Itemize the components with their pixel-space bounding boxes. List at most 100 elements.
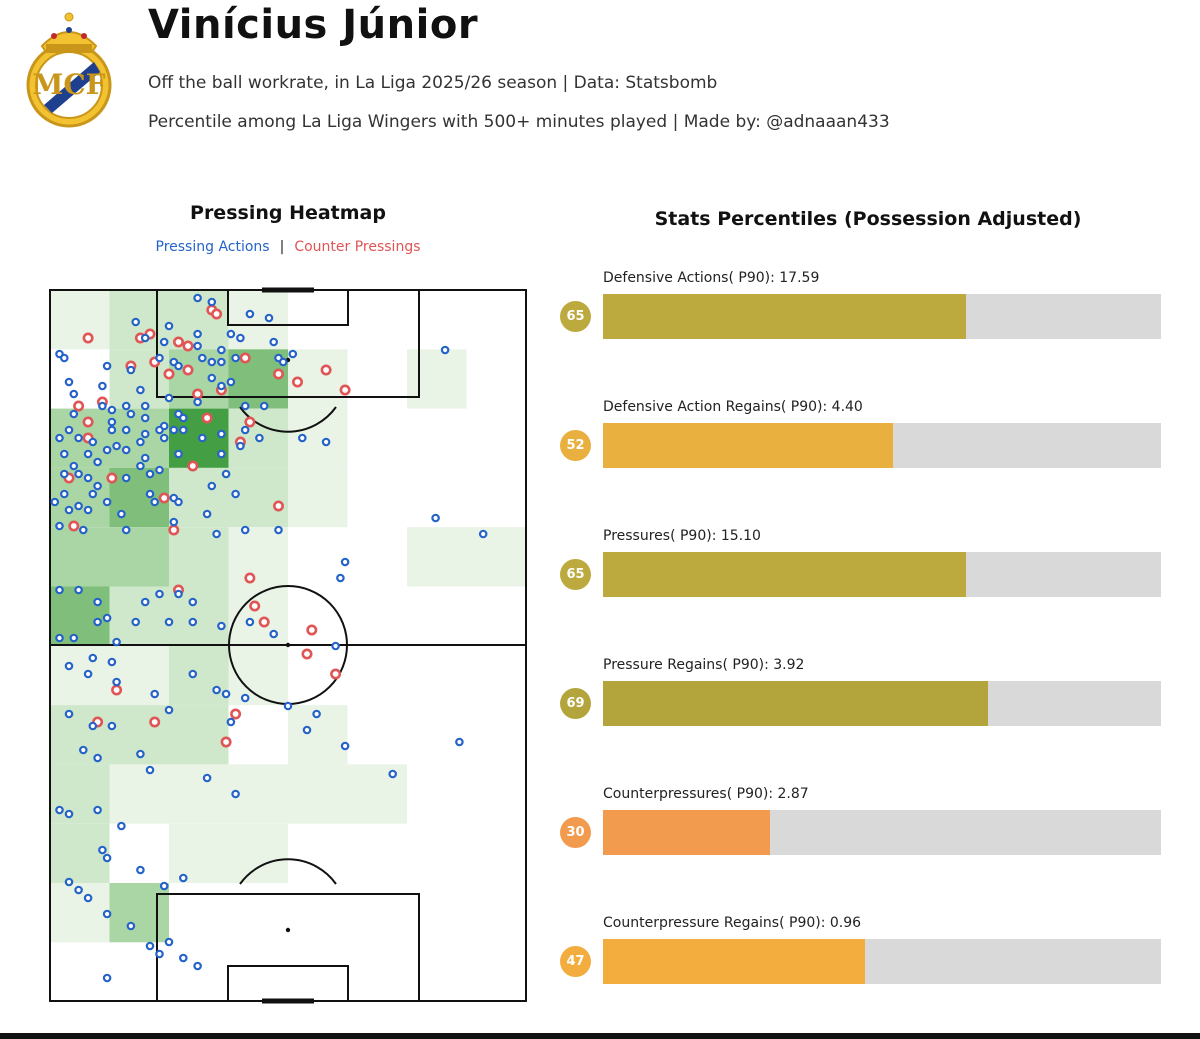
pressing-action-point: [193, 961, 202, 971]
pressing-action-point: [188, 669, 198, 679]
pressing-action-point: [145, 765, 155, 775]
pressing-action-point: [121, 401, 131, 411]
stat-bar-track: [603, 294, 1161, 339]
bottom-six-yard-box: [227, 965, 349, 1002]
heatmap-title: Pressing Heatmap: [190, 202, 386, 224]
pressing-action-point: [226, 717, 236, 727]
pressing-action-point: [102, 361, 112, 371]
heatmap-cell: [109, 764, 169, 824]
pressing-action-point: [102, 445, 112, 455]
pressing-action-point: [64, 709, 74, 719]
heatmap-cell: [109, 527, 169, 587]
pressing-action-point: [64, 877, 74, 887]
pressing-action-point: [50, 497, 60, 507]
pressing-action-point: [121, 473, 131, 483]
pressing-action-point: [126, 365, 136, 375]
pressing-action-point: [98, 381, 107, 391]
pressing-action-point: [336, 573, 345, 583]
stat-row-counterpressures: Counterpressures( P90): 2.87 30: [555, 786, 1175, 886]
counter-pressing-point: [272, 368, 284, 380]
pressing-action-point: [107, 657, 117, 667]
stat-bar-track: [603, 423, 1161, 468]
pressing-action-point: [69, 389, 79, 399]
pressing-action-point: [217, 357, 226, 367]
pressing-action-point: [207, 373, 217, 383]
heatmap-cell: [347, 764, 407, 824]
pressing-action-point: [231, 353, 240, 363]
percentile-badge: 47: [560, 946, 591, 977]
pressing-action-point: [112, 637, 121, 647]
pressing-action-point: [164, 321, 174, 331]
pressing-action-point: [274, 525, 283, 535]
pressing-action-point: [98, 401, 107, 411]
pressing-action-point: [121, 425, 131, 435]
pressing-action-point: [102, 613, 112, 623]
pressing-action-point: [240, 693, 250, 703]
pressing-action-point: [217, 429, 226, 439]
pressing-action-point: [264, 313, 274, 323]
counter-pressing-point: [272, 500, 284, 512]
pressing-action-point: [440, 345, 450, 355]
pressing-action-point: [159, 337, 169, 347]
page-title: Vinícius Júnior: [148, 2, 479, 48]
pressing-action-point: [321, 437, 331, 447]
counter-pressing-point: [244, 572, 256, 584]
pressing-action-point: [140, 401, 150, 411]
pressing-action-point: [174, 449, 183, 459]
pressing-action-point: [150, 497, 160, 507]
pressing-action-point: [64, 377, 74, 387]
pressing-action-point: [64, 505, 74, 515]
pressing-action-point: [174, 497, 183, 507]
pressing-action-point: [288, 349, 298, 359]
pressing-action-point: [340, 741, 350, 751]
pressing-action-point: [131, 317, 141, 327]
pressing-action-point: [140, 413, 150, 423]
pressing-action-point: [140, 453, 150, 463]
pressing-action-point: [88, 437, 98, 447]
heatmap-cell: [169, 467, 229, 528]
pressing-action-point: [202, 509, 212, 519]
pressing-action-point: [240, 525, 250, 535]
pressing-action-point: [140, 333, 150, 343]
pressing-action-point: [102, 853, 112, 863]
counter-pressing-point: [149, 716, 161, 728]
bottom-penalty-arc: [239, 858, 337, 885]
pressing-action-point: [112, 677, 121, 687]
pressing-action-point: [245, 309, 255, 319]
pressing-action-point: [145, 489, 155, 499]
stat-label: Defensive Action Regains( P90): 4.40: [603, 399, 863, 415]
pressing-action-point: [174, 589, 183, 599]
pressing-action-point: [60, 469, 69, 479]
pressing-action-point: [121, 445, 131, 455]
pressing-action-point: [302, 725, 312, 735]
pressing-action-point: [98, 845, 107, 855]
heatmap-cell: [407, 349, 467, 409]
pressing-action-point: [79, 525, 88, 535]
center-spot: [285, 642, 291, 648]
pressing-action-point: [55, 433, 64, 443]
heatmap-cell: [288, 467, 348, 528]
percentile-badge: 52: [560, 430, 591, 461]
pressing-action-point: [69, 461, 79, 471]
pressing-action-point: [217, 381, 226, 391]
pressing-action-point: [431, 513, 440, 523]
pressing-action-point: [179, 425, 188, 435]
pressing-action-point: [93, 753, 102, 763]
pressing-action-point: [179, 953, 188, 963]
counter-pressing-point: [239, 352, 251, 364]
pressing-action-points: [50, 293, 488, 983]
pressing-action-point: [164, 617, 174, 627]
pressing-action-point: [217, 449, 226, 459]
pressing-action-point: [64, 661, 74, 671]
pressing-action-point: [164, 393, 174, 403]
pressing-action-point: [478, 529, 488, 539]
counter-pressing-point: [244, 416, 256, 428]
pressing-action-point: [236, 333, 245, 343]
pressing-action-point: [93, 617, 102, 627]
bottom-divider: [0, 1033, 1200, 1039]
counter-pressing-point: [82, 416, 94, 428]
pressing-action-point: [207, 357, 217, 367]
stat-bar-fill: [603, 681, 989, 726]
counter-pressing-point: [249, 600, 261, 612]
pressing-action-point: [136, 865, 145, 875]
